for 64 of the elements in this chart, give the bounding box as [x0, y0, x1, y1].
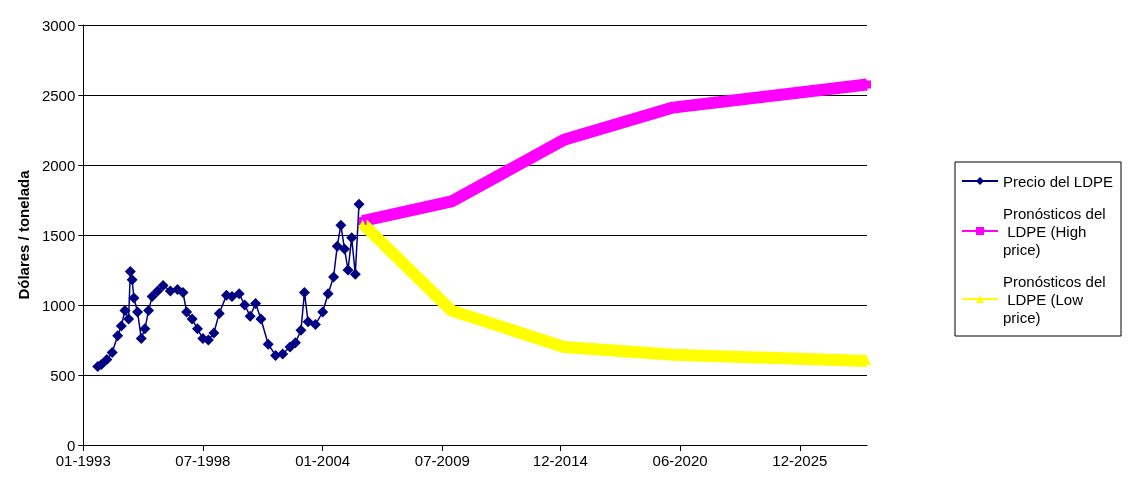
- point: [331, 240, 343, 252]
- point: [119, 305, 131, 317]
- y-tick-label: 2500: [41, 86, 76, 104]
- point: [284, 341, 296, 353]
- point: [289, 337, 301, 349]
- point: [339, 243, 351, 255]
- point: [208, 327, 220, 339]
- point: [164, 285, 176, 297]
- point: [126, 274, 138, 286]
- point: [317, 306, 329, 318]
- point: [353, 198, 365, 210]
- point: [186, 313, 198, 325]
- x-tick-label: 07-2009: [414, 452, 470, 469]
- point: [328, 271, 340, 283]
- point: [101, 354, 113, 366]
- legend-label: Precio del LDPE: [1003, 172, 1114, 190]
- y-axis-title: Dólares / tonelada: [15, 169, 32, 300]
- y-tick-label: 500: [50, 366, 76, 384]
- point: [250, 298, 262, 310]
- point: [106, 347, 118, 359]
- point: [152, 285, 164, 297]
- point: [112, 330, 124, 342]
- point: [128, 292, 140, 304]
- x-tick-label: 07-1998: [175, 452, 231, 469]
- point: [115, 320, 127, 332]
- point: [233, 288, 245, 300]
- point: [295, 324, 307, 336]
- point: [298, 286, 310, 298]
- legend-label: Pronósticos del LDPE (High price): [1003, 204, 1106, 258]
- point: [239, 299, 251, 311]
- x-tick-label: 01-1993: [55, 452, 111, 469]
- x-tick-label: 12-2025: [772, 452, 828, 469]
- point: [146, 291, 158, 303]
- point: [124, 265, 136, 277]
- point: [335, 219, 347, 231]
- point: [181, 306, 193, 318]
- point: [143, 305, 155, 317]
- y-tick-label: 1000: [41, 296, 76, 314]
- y-tick-label: 2000: [41, 156, 76, 174]
- point: [177, 286, 189, 298]
- point: [213, 307, 225, 319]
- point: [157, 279, 169, 291]
- y-tick-label: 1500: [41, 226, 76, 244]
- point: [262, 338, 274, 350]
- x-tick-label: 12-2014: [532, 452, 588, 469]
- point: [309, 319, 321, 331]
- y-tick-label: 3000: [41, 16, 76, 34]
- point: [277, 348, 289, 360]
- legend-label: Pronósticos del LDPE (Low price): [1003, 272, 1106, 326]
- y-tick-label: 0: [66, 436, 76, 454]
- point: [132, 306, 144, 318]
- point: [342, 264, 354, 276]
- point: [346, 232, 358, 244]
- point: [322, 288, 334, 300]
- x-tick-label: 06-2020: [652, 452, 708, 469]
- point: [349, 268, 361, 280]
- point: [135, 333, 147, 345]
- point: [255, 313, 267, 325]
- point: [302, 316, 314, 328]
- x-tick-label: 01-2004: [295, 452, 351, 469]
- point: [123, 313, 135, 325]
- point: [191, 323, 203, 335]
- point: [244, 310, 256, 322]
- point: [139, 323, 151, 335]
